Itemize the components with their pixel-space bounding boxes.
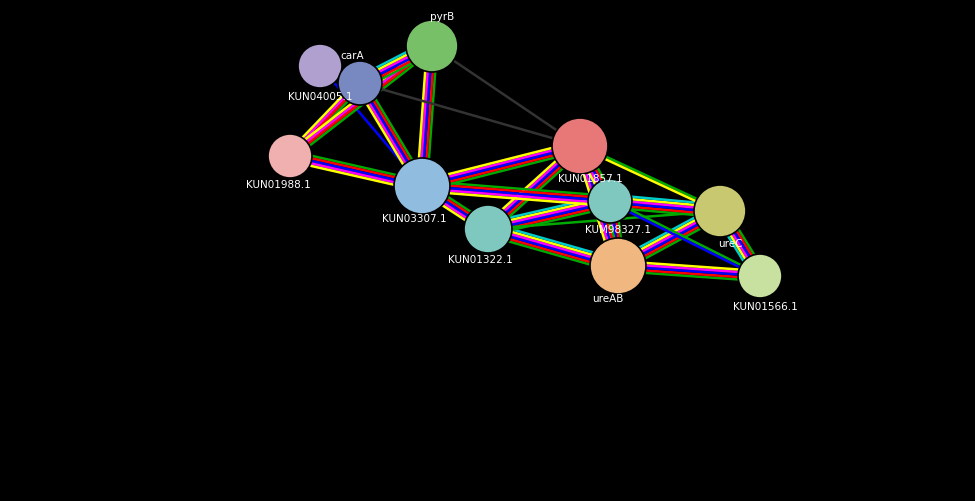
Text: KUN01988.1: KUN01988.1 xyxy=(246,180,310,189)
Text: KUN04005.1: KUN04005.1 xyxy=(288,92,352,102)
Text: carA: carA xyxy=(340,51,364,61)
Text: KUN01322.1: KUN01322.1 xyxy=(448,255,513,265)
Text: KUN01857.1: KUN01857.1 xyxy=(558,174,622,184)
Circle shape xyxy=(590,238,646,295)
Circle shape xyxy=(738,255,782,299)
Text: pyrB: pyrB xyxy=(430,12,454,22)
Circle shape xyxy=(268,135,312,179)
Text: ureC: ureC xyxy=(718,238,742,248)
Text: KUN01566.1: KUN01566.1 xyxy=(732,302,798,312)
Circle shape xyxy=(464,205,512,254)
Circle shape xyxy=(406,21,458,73)
Text: KUN03307.1: KUN03307.1 xyxy=(381,213,447,223)
Text: ureAB: ureAB xyxy=(593,294,624,304)
Text: KUM98327.1: KUM98327.1 xyxy=(585,224,651,234)
Circle shape xyxy=(394,159,450,214)
Circle shape xyxy=(338,62,382,106)
Circle shape xyxy=(298,45,342,89)
Circle shape xyxy=(552,119,608,175)
Circle shape xyxy=(694,186,746,237)
Circle shape xyxy=(588,180,632,223)
